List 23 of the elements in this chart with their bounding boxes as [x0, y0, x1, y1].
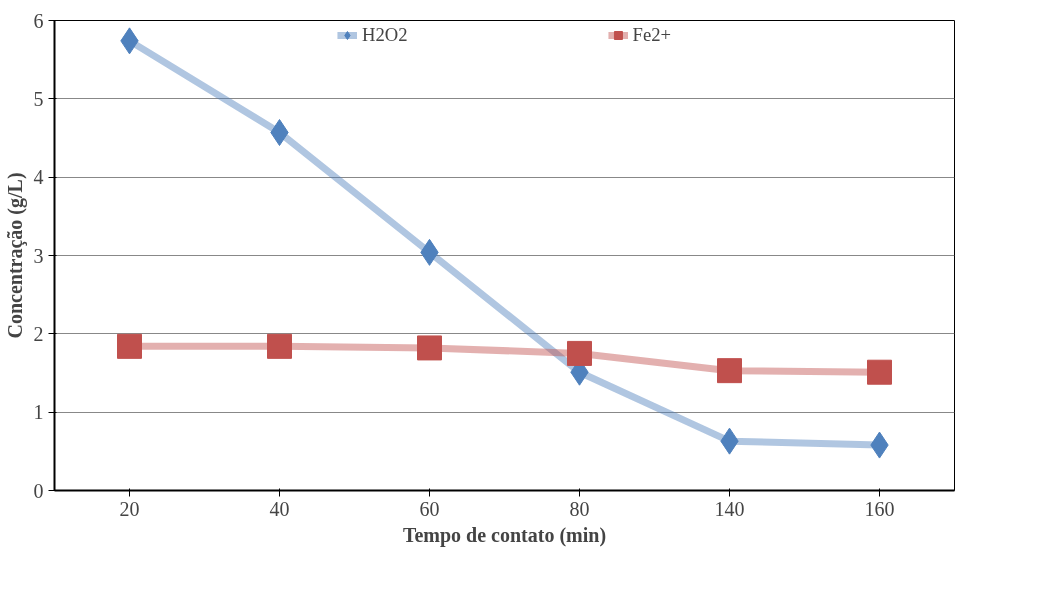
- point: [567, 340, 592, 366]
- point: [867, 359, 892, 385]
- y-tick-label: 2: [33, 322, 44, 345]
- y-axis-title: Concentração (g/L): [3, 172, 27, 339]
- legend-label: H2O2: [361, 24, 408, 46]
- x-tick-label: 140: [714, 497, 745, 520]
- point: [417, 335, 442, 361]
- y-tick-label: 3: [33, 244, 44, 267]
- point: [117, 333, 142, 359]
- y-tick-label: 1: [33, 401, 44, 424]
- y-tick-label: 5: [33, 87, 44, 110]
- x-tick-label: 60: [419, 497, 440, 520]
- x-tick-label: 40: [269, 497, 290, 520]
- y-tick-label: 4: [33, 166, 44, 189]
- x-tick-label: 20: [119, 497, 140, 520]
- x-tick-label: 80: [569, 497, 590, 520]
- x-axis-title: Tempo de contato (min): [402, 523, 607, 547]
- point: [717, 358, 742, 384]
- y-tick-label: 6: [33, 9, 44, 32]
- x-tick-label: 160: [864, 497, 895, 520]
- y-tick-label: 0: [33, 479, 44, 502]
- legend-label: Fe2+: [632, 24, 672, 46]
- point: [267, 333, 292, 359]
